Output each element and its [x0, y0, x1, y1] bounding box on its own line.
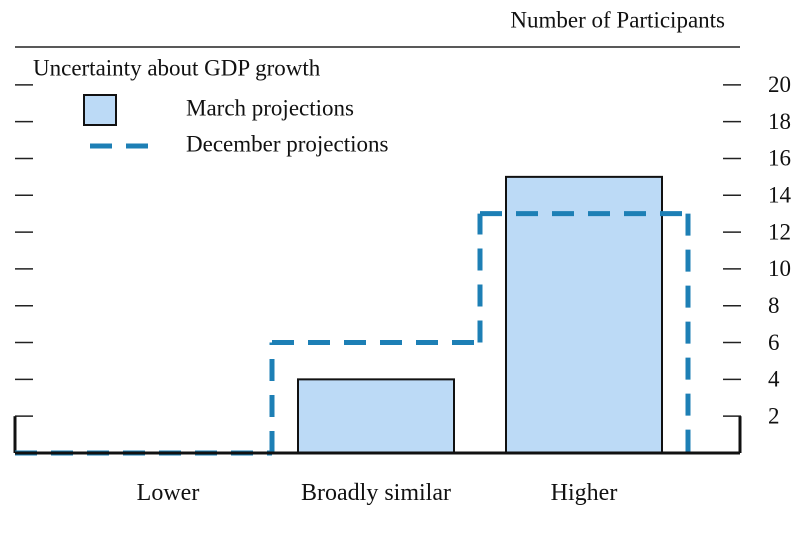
x-tick-label: Higher — [550, 480, 618, 506]
legend-label: March projections — [186, 95, 354, 120]
x-tick-label: Lower — [136, 480, 200, 506]
bar — [505, 175, 663, 454]
legend-swatch — [83, 94, 117, 126]
legend-label: December projections — [186, 131, 388, 156]
y-tick-label: 20 — [768, 72, 791, 97]
y-tick-label: 8 — [768, 293, 780, 318]
chart-title: Uncertainty about GDP growth — [33, 55, 321, 80]
y-tick-label: 2 — [768, 403, 780, 428]
y-tick-label: 4 — [768, 367, 780, 392]
y-axis-label: Number of Participants — [510, 7, 725, 32]
y-tick-label: 6 — [768, 330, 780, 355]
y-tick-label: 10 — [768, 256, 791, 281]
y-tick-label: 12 — [768, 219, 791, 244]
x-tick-label: Broadly similar — [301, 480, 451, 506]
bar — [297, 378, 455, 455]
y-tick-label: 18 — [768, 109, 791, 134]
y-tick-label: 16 — [768, 146, 791, 171]
y-tick-label: 14 — [768, 183, 792, 208]
